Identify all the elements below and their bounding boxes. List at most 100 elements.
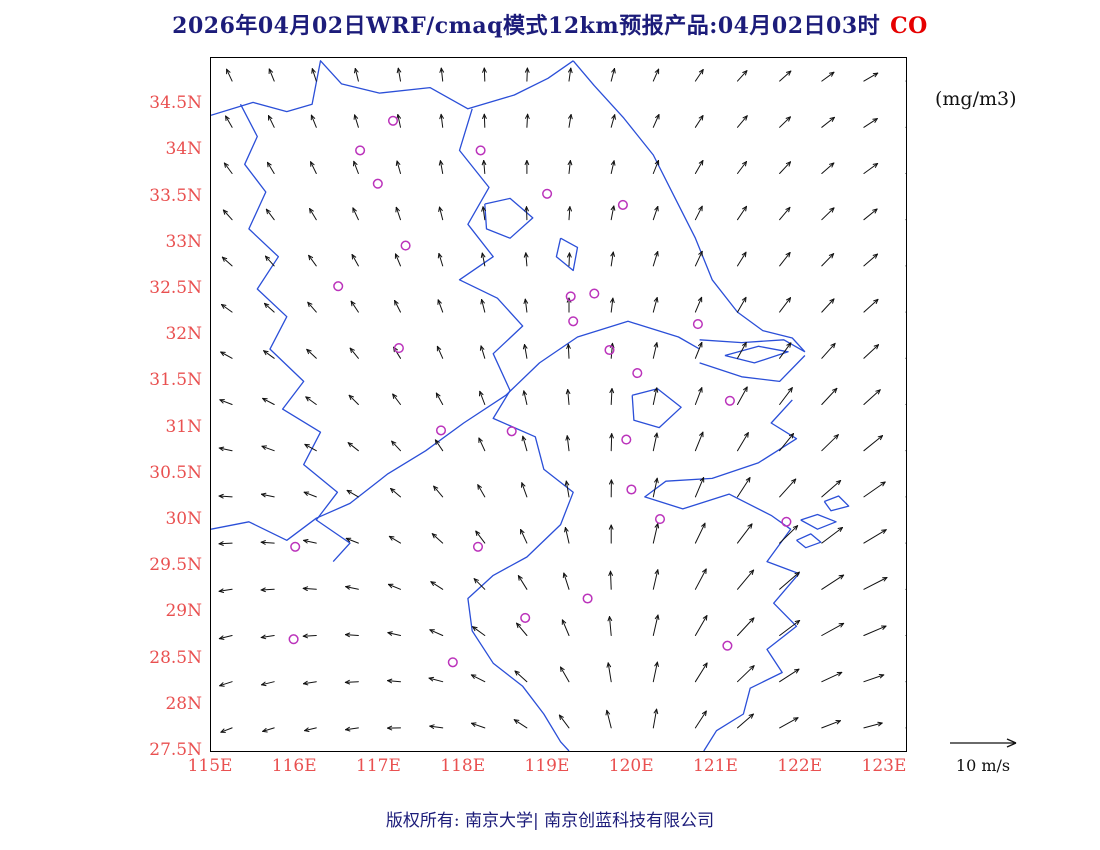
wind-arrow (863, 577, 888, 590)
wind-arrow (863, 722, 883, 729)
wind-arrow-head (471, 722, 476, 727)
wind-arrow-head (309, 208, 314, 212)
wind-arrow (395, 253, 401, 267)
y-axis-tick-label: 33.5N (149, 185, 202, 206)
y-axis-tick-label: 34.5N (149, 93, 202, 114)
station-circle (722, 640, 733, 651)
wind-arrow-head (656, 661, 659, 667)
wind-arrow (652, 477, 658, 498)
wind-arrow-head (514, 670, 520, 673)
boundary-line (796, 533, 822, 549)
wind-arrow (304, 443, 317, 452)
wind-arrow-head (260, 540, 266, 543)
wind-arrow (652, 708, 658, 729)
wind-arrow-head (303, 491, 308, 496)
wind-arrow-head (477, 484, 479, 490)
wind-arrow (821, 207, 835, 221)
wind-arrow-head (306, 348, 312, 352)
wind-arrow-head (221, 304, 227, 306)
wind-arrow-head (302, 635, 308, 639)
wind-arrow (306, 348, 317, 359)
wind-arrow-head (264, 302, 270, 306)
wind-arrow-head (303, 683, 309, 686)
wind-arrow (863, 435, 883, 452)
wind-arrow-head (698, 250, 703, 255)
wind-arrow-head (829, 162, 835, 165)
y-axis-tick-label: 33N (165, 231, 202, 252)
wind-arrow (345, 537, 359, 544)
wind-arrow-head (388, 583, 393, 589)
wind-arrow-head (347, 442, 351, 448)
wind-arrow (905, 219, 906, 221)
wind-arrow-head (395, 206, 400, 212)
wind-arrow (737, 713, 754, 729)
wind-arrow-head (656, 477, 659, 484)
wind-arrow-head (302, 587, 308, 591)
wind-arrow-head (390, 488, 394, 494)
wind-arrow (302, 587, 317, 590)
wind-arrow (348, 394, 359, 405)
wind-arrow-head (479, 345, 482, 351)
wind-arrow (737, 386, 748, 405)
wind-arrow (262, 397, 275, 405)
wind-arrow-head (609, 479, 612, 485)
wind-arrow (905, 588, 906, 590)
station-circle (724, 395, 735, 406)
wind-arrow-head (654, 523, 659, 528)
wind-arrow (863, 344, 879, 359)
wind-arrow-head (702, 568, 707, 573)
wind-arrow-head (701, 522, 706, 527)
wind-arrow-head (267, 161, 269, 168)
wind-arrow (737, 665, 755, 683)
wind-arrow (309, 208, 317, 221)
wind-arrow (821, 342, 836, 359)
wind-arrow-head (610, 570, 613, 576)
wind-arrow (779, 161, 791, 174)
wind-arrow (652, 614, 659, 636)
wind-arrow-head (437, 253, 440, 259)
wind-arrow-head (697, 296, 703, 301)
station-circle (435, 425, 447, 436)
wind-arrow (345, 727, 359, 731)
wind-arrow-head (392, 393, 395, 399)
wind-arrow (470, 674, 486, 683)
wind-arrow-head (705, 615, 708, 621)
wind-arrow-head (481, 299, 485, 304)
wind-arrow-head (564, 480, 567, 486)
station-circle (472, 541, 484, 552)
wind-arrow-head (744, 251, 747, 258)
wind-arrow-head (521, 435, 524, 442)
wind-arrow-head (397, 114, 401, 119)
wind-arrow (303, 539, 317, 544)
wind-arrow-head (429, 725, 435, 729)
boundary-line (644, 399, 800, 751)
wind-arrow-head (742, 161, 747, 165)
wind-arrow-head (701, 69, 704, 75)
wind-arrow-head (560, 666, 562, 672)
wind-arrow (218, 447, 233, 452)
wind-arrow-head (569, 206, 572, 212)
wind-arrow-head (610, 205, 615, 211)
wind-arrow-head (473, 578, 479, 581)
wind-arrow-head (478, 437, 483, 442)
station-circle (565, 291, 576, 302)
wind-arrow-head (786, 297, 791, 301)
wind-arrow-head (218, 588, 224, 592)
wind-arrow (387, 680, 401, 683)
wind-arrow (863, 118, 878, 128)
wind-arrow-head (267, 161, 272, 166)
wind-arrow-head (303, 539, 308, 544)
wind-arrow (779, 342, 792, 359)
wind-arrow-head (517, 575, 523, 579)
wind-arrow-head (875, 389, 881, 392)
wind-arrow (395, 206, 401, 221)
wind-arrow (821, 671, 843, 683)
wind-arrow (610, 68, 615, 82)
wind-arrow (905, 727, 906, 729)
station-circle (617, 199, 628, 210)
wind-arrow-head (882, 625, 887, 630)
wind-arrow (779, 116, 791, 128)
wind-arrow-head (796, 668, 800, 674)
wind-arrow-head (610, 160, 615, 165)
wind-arrow-head (610, 479, 614, 485)
